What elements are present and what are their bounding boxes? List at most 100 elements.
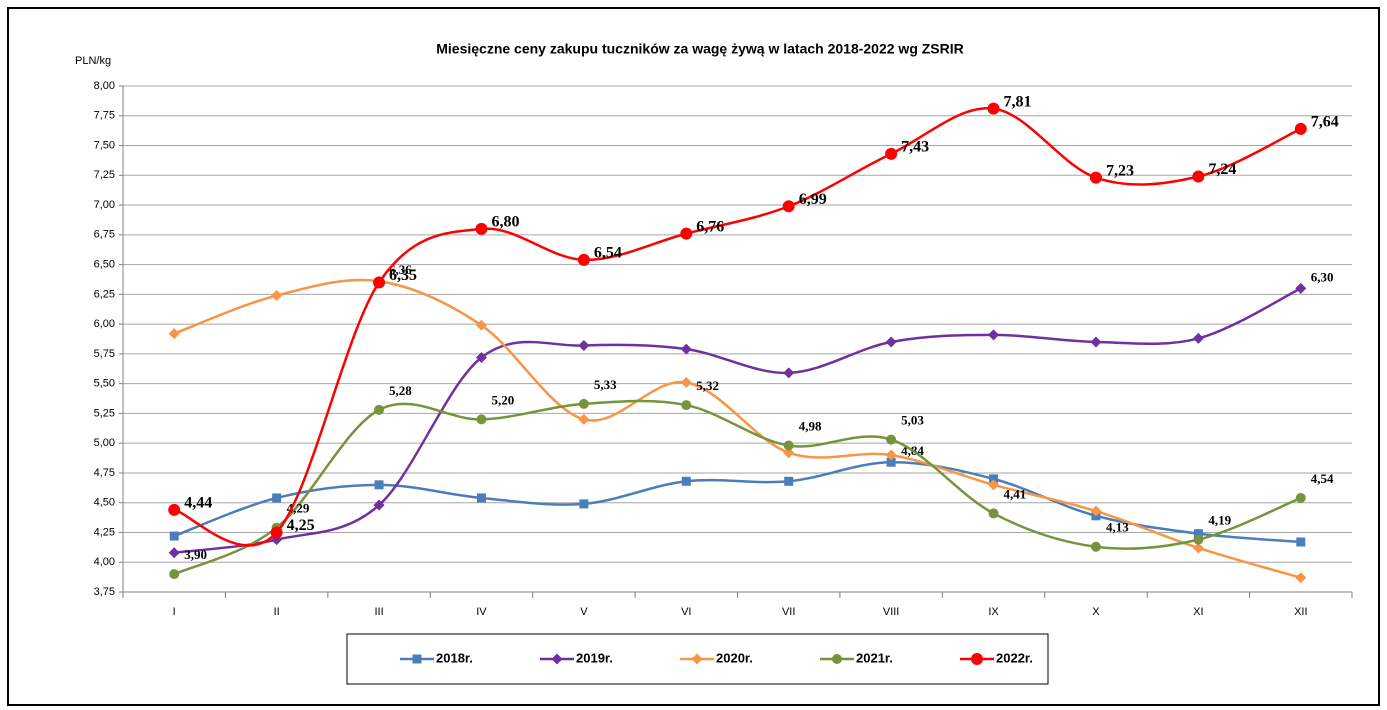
- data-label: 7,64: [1311, 114, 1339, 131]
- legend-marker: [832, 654, 842, 664]
- point: [988, 479, 1000, 491]
- data-label: 7,23: [1106, 162, 1134, 179]
- x-tick-label: III: [374, 606, 383, 618]
- point: [886, 434, 897, 445]
- x-tick-label: VI: [681, 606, 691, 618]
- point: [168, 328, 180, 340]
- y-tick-label: 7,25: [94, 169, 115, 181]
- x-tick-label: X: [1092, 606, 1100, 618]
- point: [1192, 332, 1204, 344]
- point: [577, 253, 590, 266]
- point: [1090, 541, 1101, 552]
- point: [579, 499, 589, 509]
- point: [373, 276, 386, 289]
- point: [373, 499, 385, 511]
- x-tick-label: I: [173, 606, 176, 618]
- point: [1089, 171, 1102, 184]
- point: [784, 476, 794, 486]
- point: [169, 569, 180, 580]
- legend-label: 2018r.: [436, 650, 473, 665]
- point: [475, 222, 488, 235]
- y-tick-label: 4,50: [94, 497, 115, 509]
- data-label: 4,19: [1208, 513, 1231, 528]
- data-label: 4,13: [1106, 520, 1129, 535]
- point: [1295, 282, 1307, 294]
- data-label: 6,35: [389, 267, 417, 284]
- point: [578, 413, 590, 425]
- x-tick-label: VII: [782, 606, 795, 618]
- point: [680, 227, 693, 240]
- x-tick-label: II: [274, 606, 280, 618]
- point: [885, 336, 897, 348]
- legend-marker: [551, 653, 563, 665]
- point: [374, 404, 385, 415]
- point: [681, 400, 692, 411]
- point: [680, 343, 692, 355]
- legend-label: 2021r.: [856, 650, 893, 665]
- chart-frame: [7, 7, 1380, 706]
- legend-label: 2022r.: [996, 650, 1033, 665]
- point: [1193, 534, 1204, 545]
- data-label: 7,81: [1004, 93, 1032, 110]
- point: [1294, 122, 1307, 135]
- point: [475, 319, 487, 331]
- point: [885, 147, 898, 160]
- y-tick-label: 6,25: [94, 288, 115, 300]
- point: [475, 351, 487, 363]
- data-label: 5,33: [594, 377, 617, 392]
- point: [169, 531, 179, 541]
- point: [271, 290, 283, 302]
- point: [783, 447, 795, 459]
- y-tick-label: 6,75: [94, 229, 115, 241]
- legend-marker: [691, 653, 703, 665]
- data-label: 6,54: [594, 244, 622, 261]
- point: [988, 508, 999, 519]
- data-label: 5,03: [901, 413, 924, 428]
- data-label: 7,43: [901, 139, 929, 156]
- x-tick-label: XII: [1294, 606, 1307, 618]
- y-tick-label: 7,50: [94, 139, 115, 151]
- data-label: 4,54: [1311, 471, 1334, 486]
- data-label: 5,28: [389, 383, 412, 398]
- point: [1296, 537, 1306, 547]
- y-tick-label: 6,50: [94, 258, 115, 270]
- series-line: [174, 287, 1302, 554]
- data-label: 5,32: [696, 378, 719, 393]
- legend-label: 2019r.: [576, 650, 613, 665]
- legend-marker: [412, 654, 422, 664]
- point: [168, 547, 180, 559]
- y-tick-label: 5,50: [94, 378, 115, 390]
- point: [783, 440, 794, 451]
- point: [782, 200, 795, 213]
- point: [272, 493, 282, 503]
- point: [1193, 529, 1203, 539]
- y-tick-label: 4,00: [94, 556, 115, 568]
- series-line: [173, 460, 1301, 544]
- point: [1090, 336, 1102, 348]
- x-tick-label: V: [580, 606, 588, 618]
- data-label: 3,90: [184, 547, 207, 562]
- x-tick-label: IV: [476, 606, 487, 618]
- point: [476, 493, 486, 503]
- point: [783, 367, 795, 379]
- y-tick-label: 5,25: [94, 407, 115, 419]
- x-tick-label: VIII: [883, 606, 900, 618]
- point: [680, 376, 692, 388]
- y-tick-label: 6,00: [94, 318, 115, 330]
- y-axis-label: PLN/kg: [75, 55, 111, 67]
- chart-title: Miesięczne ceny zakupu tuczników za wagę…: [436, 41, 964, 57]
- legend-marker: [971, 653, 983, 665]
- data-label: 5,20: [491, 392, 514, 407]
- point: [1090, 505, 1102, 517]
- point: [989, 474, 999, 484]
- x-tick-label: IX: [988, 606, 999, 618]
- y-tick-label: 5,00: [94, 437, 115, 449]
- point: [885, 449, 897, 461]
- y-tick-label: 8,00: [94, 80, 115, 92]
- data-label: 7,24: [1208, 161, 1236, 178]
- point: [1192, 170, 1205, 183]
- y-tick-label: 3,75: [94, 586, 115, 598]
- point: [578, 340, 590, 352]
